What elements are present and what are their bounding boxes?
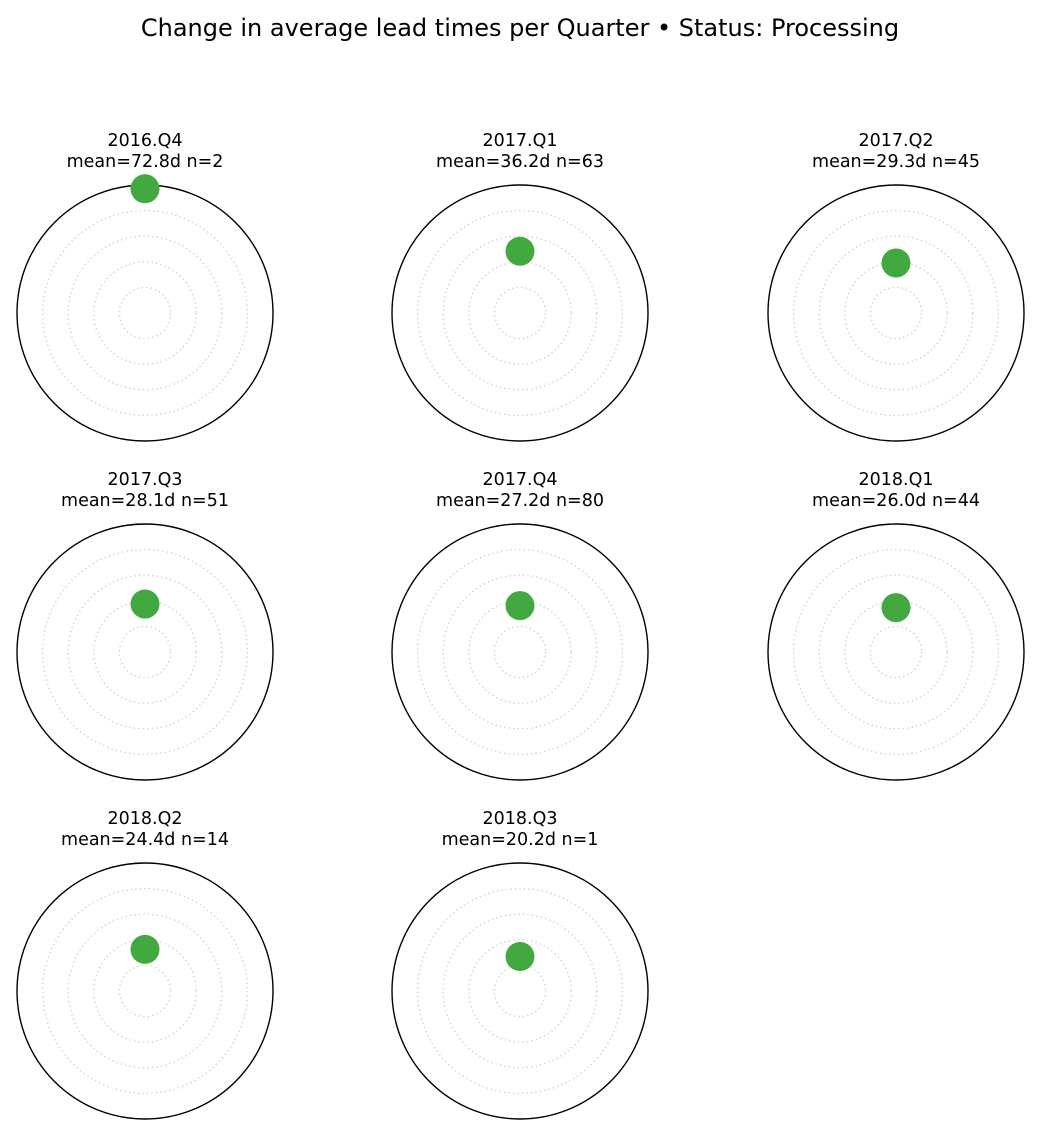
panel-title-stats: mean=72.8d n=2 <box>67 152 224 172</box>
data-point <box>130 589 160 619</box>
polar-gridline-4 <box>41 209 249 417</box>
panel-title-quarter: 2018.Q1 <box>858 470 933 490</box>
panel-title-quarter: 2018.Q3 <box>482 809 557 829</box>
polar-gridline-2 <box>844 600 948 704</box>
data-point <box>505 236 535 266</box>
polar-gridline-4 <box>792 548 1000 756</box>
panel-title-quarter: 2017.Q1 <box>482 131 557 151</box>
polar-frame <box>16 523 274 781</box>
panel-title-quarter: 2017.Q2 <box>858 131 933 151</box>
polar-gridline-1 <box>869 286 923 340</box>
data-point <box>505 942 535 972</box>
polar-gridline-4 <box>792 209 1000 417</box>
data-point <box>130 934 160 964</box>
panel-title-stats: mean=36.2d n=63 <box>436 152 604 172</box>
panel-title-quarter: 2017.Q3 <box>107 470 182 490</box>
panel-title-stats: mean=20.2d n=1 <box>442 830 599 850</box>
polar-gridline-4 <box>41 548 249 756</box>
polar-frame <box>391 862 649 1120</box>
polar-gridline-1 <box>869 625 923 679</box>
panel-title-stats: mean=27.2d n=80 <box>436 491 604 511</box>
polar-gridline-3 <box>442 913 598 1069</box>
polar-gridline-1 <box>118 286 172 340</box>
data-point <box>505 591 535 621</box>
panel-title-quarter: 2018.Q2 <box>107 809 182 829</box>
data-point <box>881 248 911 278</box>
polar-gridline-4 <box>416 209 624 417</box>
panel-title-stats: mean=28.1d n=51 <box>61 491 229 511</box>
polar-gridline-3 <box>818 235 974 391</box>
polar-frame <box>767 184 1025 442</box>
polar-gridline-1 <box>493 625 547 679</box>
polar-gridline-1 <box>493 286 547 340</box>
polar-gridline-2 <box>468 600 572 704</box>
polar-gridline-3 <box>67 913 223 1069</box>
polar-gridline-1 <box>118 625 172 679</box>
polar-gridline-4 <box>416 887 624 1095</box>
figure-title: Change in average lead times per Quarter… <box>141 14 899 42</box>
polar-gridline-2 <box>93 600 197 704</box>
panel-title-quarter: 2016.Q4 <box>107 131 182 151</box>
polar-frame <box>16 862 274 1120</box>
panel-title-stats: mean=26.0d n=44 <box>812 491 980 511</box>
polar-gridline-3 <box>67 574 223 730</box>
polar-gridline-4 <box>416 548 624 756</box>
polar-frame <box>391 523 649 781</box>
data-point <box>130 174 160 204</box>
panel-title-quarter: 2017.Q4 <box>482 470 557 490</box>
polar-gridline-1 <box>118 964 172 1018</box>
polar-frame <box>391 184 649 442</box>
polar-gridline-3 <box>67 235 223 391</box>
data-point <box>881 593 911 623</box>
polar-gridline-2 <box>93 939 197 1043</box>
polar-gridline-1 <box>493 964 547 1018</box>
panel-title-stats: mean=29.3d n=45 <box>812 152 980 172</box>
polar-gridline-2 <box>468 261 572 365</box>
polar-frame <box>16 184 274 442</box>
panel-title-stats: mean=24.4d n=14 <box>61 830 229 850</box>
polar-gridline-2 <box>468 939 572 1043</box>
polar-gridline-3 <box>442 574 598 730</box>
polar-frame <box>767 523 1025 781</box>
polar-gridline-2 <box>844 261 948 365</box>
polar-gridline-4 <box>41 887 249 1095</box>
polar-gridline-3 <box>818 574 974 730</box>
polar-gridline-3 <box>442 235 598 391</box>
polar-gridline-2 <box>93 261 197 365</box>
